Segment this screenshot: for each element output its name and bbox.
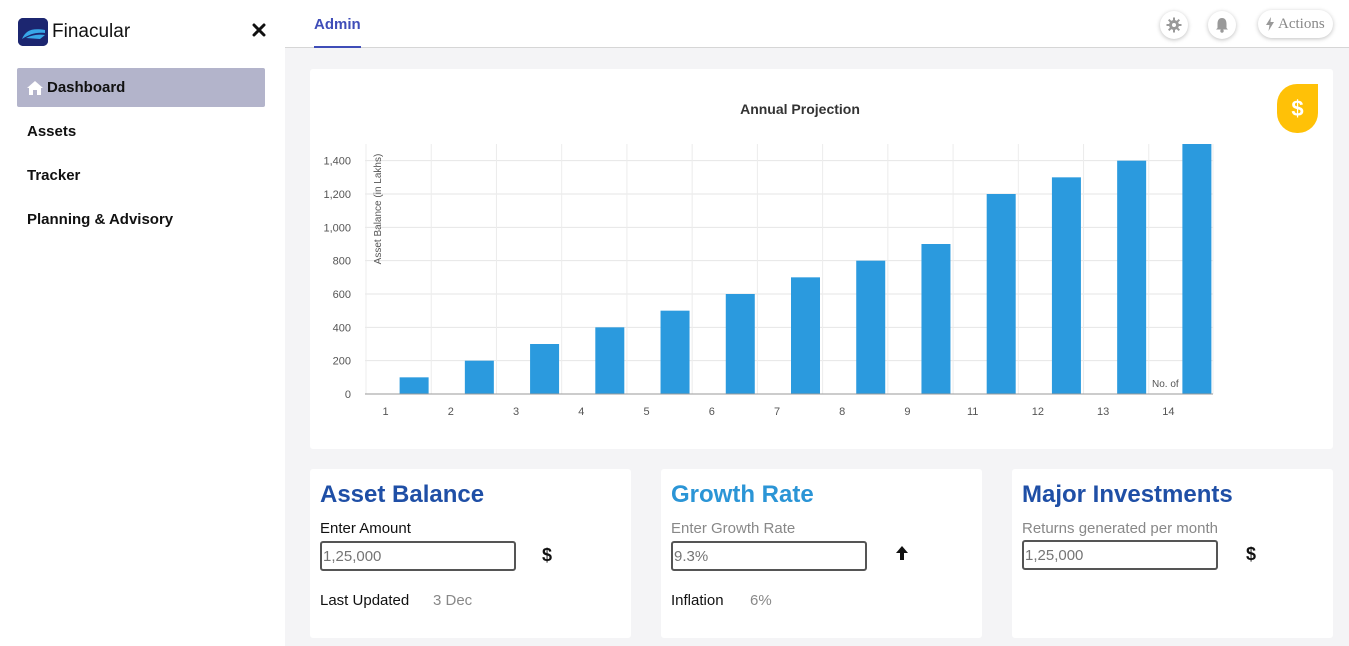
y-axis-label: Asset Balance (in Lakhs) — [373, 154, 384, 265]
last-updated-label: Last Updated — [320, 592, 410, 609]
bar — [725, 294, 755, 394]
y-tick-label: 400 — [333, 322, 351, 334]
topbar: Admin Actions — [285, 0, 1349, 48]
x-tick-label: 11 — [967, 406, 978, 418]
arrow-up-icon — [895, 545, 909, 566]
lightning-icon — [1266, 17, 1274, 31]
brand[interactable]: Finacular — [18, 18, 130, 46]
bell-icon — [1216, 18, 1228, 33]
sidebar-item-label: Tracker — [27, 167, 81, 184]
major-investments-title: Major Investments — [1022, 481, 1233, 508]
dollar-badge-icon: $ — [1277, 84, 1318, 133]
home-icon — [27, 80, 43, 95]
gear-icon — [1166, 17, 1182, 33]
inflation-label: Inflation — [671, 592, 724, 609]
bar — [986, 194, 1016, 394]
last-updated-value: 3 Dec — [433, 592, 473, 609]
x-tick-label: 14 — [1162, 406, 1174, 418]
y-tick-label: 0 — [345, 389, 351, 401]
sidebar-item-label: Dashboard — [47, 79, 126, 96]
bar — [856, 260, 886, 394]
amount-input[interactable] — [320, 541, 516, 571]
growth-rate-input[interactable] — [671, 541, 867, 571]
annual-projection-card: Annual Projection $ 0 200 400 600 800 1,000 1,… — [310, 69, 1333, 449]
bar — [1051, 177, 1081, 394]
major-investments-card: Major Investments Returns generated per … — [1012, 469, 1333, 638]
inflation-value: 6% — [750, 592, 772, 609]
asset-balance-title: Asset Balance — [320, 481, 485, 508]
y-tick-label: 1,400 — [323, 156, 351, 168]
x-tick-label: 13 — [1097, 406, 1109, 418]
y-tick-label: 1,200 — [323, 189, 351, 201]
brand-name: Finacular — [52, 21, 131, 42]
dollar-icon: $ — [1246, 544, 1257, 564]
sidebar-item-assets[interactable]: Assets — [17, 112, 265, 151]
x-tick-label: 8 — [839, 406, 845, 418]
settings-button[interactable] — [1160, 11, 1188, 39]
actions-label: Actions — [1278, 15, 1325, 32]
bar — [464, 360, 494, 394]
bar — [921, 244, 951, 394]
sidebar-item-tracker[interactable]: Tracker — [17, 156, 265, 195]
bar — [660, 310, 690, 394]
sidebar: Finacular Dashboard Assets Tracker Plann… — [0, 0, 285, 646]
bar — [1182, 144, 1212, 394]
bar — [399, 377, 429, 394]
sidebar-nav: Dashboard Assets Tracker Planning & Advi… — [17, 68, 265, 244]
asset-balance-card: Asset Balance Enter Amount $ Last Update… — [310, 469, 631, 638]
enter-amount-label: Enter Amount — [320, 520, 411, 537]
x-tick-label: 3 — [513, 406, 519, 418]
y-tick-label: 600 — [333, 289, 351, 301]
x-tick-label: 2 — [448, 406, 454, 418]
actions-button[interactable]: Actions — [1258, 10, 1333, 38]
sidebar-item-label: Planning & Advisory — [27, 211, 174, 228]
dollar-icon: $ — [542, 545, 553, 565]
bar — [1117, 160, 1147, 394]
sidebar-item-dashboard[interactable]: Dashboard — [17, 68, 265, 107]
enter-growth-rate-label: Enter Growth Rate — [671, 520, 796, 537]
x-tick-label: 12 — [1032, 406, 1044, 418]
bar — [595, 327, 625, 394]
x-tick-label: 6 — [709, 406, 715, 418]
returns-per-month-label: Returns generated per month — [1022, 520, 1218, 537]
brand-logo-icon — [18, 18, 48, 46]
chart-title: Annual Projection — [740, 101, 860, 117]
bar — [530, 344, 560, 394]
y-tick-label: 200 — [333, 356, 351, 368]
x-tick-label: 1 — [383, 406, 389, 418]
notifications-button[interactable] — [1208, 11, 1236, 39]
x-axis-label: No. of — [1152, 379, 1179, 390]
x-tick-label: 9 — [904, 406, 910, 418]
x-tick-label: 4 — [578, 406, 584, 418]
sidebar-item-planning-advisory[interactable]: Planning & Advisory — [17, 200, 265, 239]
x-tick-label: 7 — [774, 406, 780, 418]
close-icon — [252, 23, 266, 37]
growth-rate-card: Growth Rate Enter Growth Rate Inflation … — [661, 469, 982, 638]
tab-admin[interactable]: Admin — [314, 0, 361, 48]
returns-input[interactable] — [1022, 540, 1218, 570]
x-tick-label: 5 — [643, 406, 649, 418]
close-sidebar-button[interactable] — [250, 22, 268, 40]
growth-rate-title: Growth Rate — [671, 481, 814, 508]
sidebar-item-label: Assets — [27, 123, 77, 140]
y-tick-label: 800 — [333, 256, 351, 268]
bar — [791, 277, 820, 394]
y-tick-label: 1,000 — [323, 222, 351, 234]
